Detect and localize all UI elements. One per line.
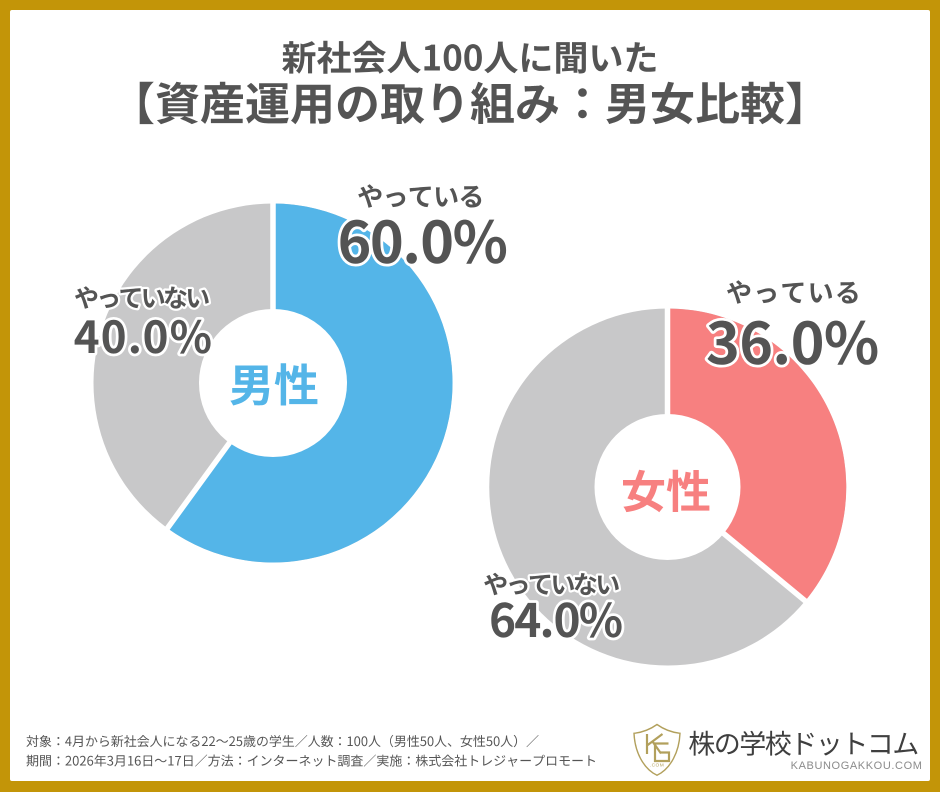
svg-text:.COM: .COM: [650, 763, 665, 769]
svg-text:KABUNOGAKKOU.COM: KABUNOGAKKOU.COM: [791, 760, 923, 772]
